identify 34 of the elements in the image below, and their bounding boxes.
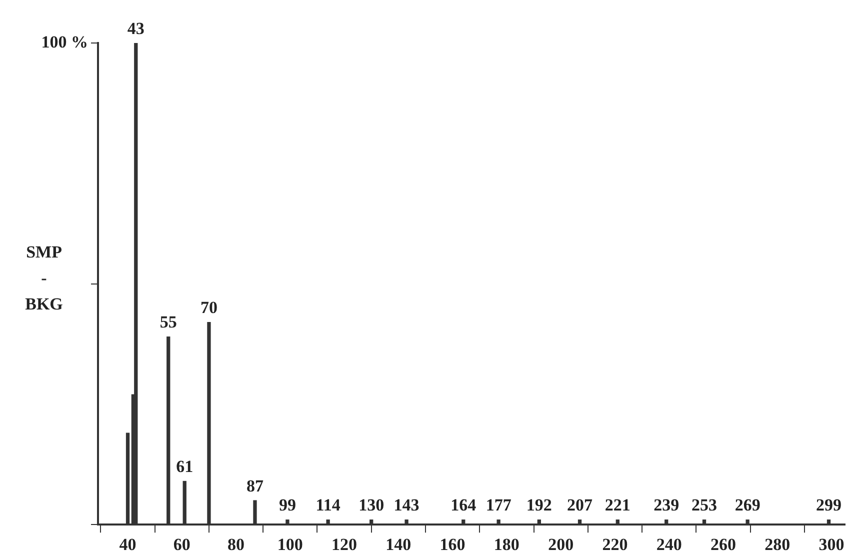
- x-tick-label: 80: [228, 535, 245, 554]
- annotation: 70: [200, 298, 218, 318]
- annotation: 177: [486, 496, 512, 515]
- annotation: 207: [567, 496, 594, 515]
- y-tick-label: 100 %: [41, 32, 88, 52]
- x-tick-label: 220: [602, 535, 628, 554]
- annotation: 239: [654, 496, 680, 515]
- x-tick-label: 180: [494, 535, 520, 554]
- x-tick-label: 240: [656, 535, 682, 554]
- x-tick-label: 300: [818, 535, 844, 554]
- x-tick-label: 40: [119, 535, 136, 554]
- annotation: 99: [278, 496, 296, 515]
- annotation: 269: [734, 496, 760, 515]
- annotation: 114: [316, 496, 341, 515]
- annotation: 43: [127, 18, 144, 38]
- annotation: 164: [450, 496, 477, 515]
- annotation: 87: [246, 476, 264, 496]
- annotation: 130: [358, 496, 384, 515]
- x-tick-label: 160: [440, 535, 466, 554]
- annotation: 192: [526, 496, 552, 515]
- x-tick-label: 60: [173, 535, 190, 554]
- x-tick-label: 140: [386, 535, 412, 554]
- annotation: 253: [692, 496, 718, 515]
- annotation: 143: [394, 496, 420, 515]
- x-tick-label: 100: [277, 535, 303, 554]
- annotation: 299: [816, 496, 842, 515]
- x-tick-label: 200: [548, 535, 574, 554]
- y-axis-title: SMP - BKG: [25, 242, 63, 314]
- x-tick-label: 280: [764, 535, 790, 554]
- x-tick-label: 260: [710, 535, 736, 554]
- annotation: 221: [604, 496, 630, 515]
- x-tick-label: 120: [332, 535, 358, 554]
- annotation: 61: [176, 457, 194, 476]
- annotation: 55: [160, 312, 177, 332]
